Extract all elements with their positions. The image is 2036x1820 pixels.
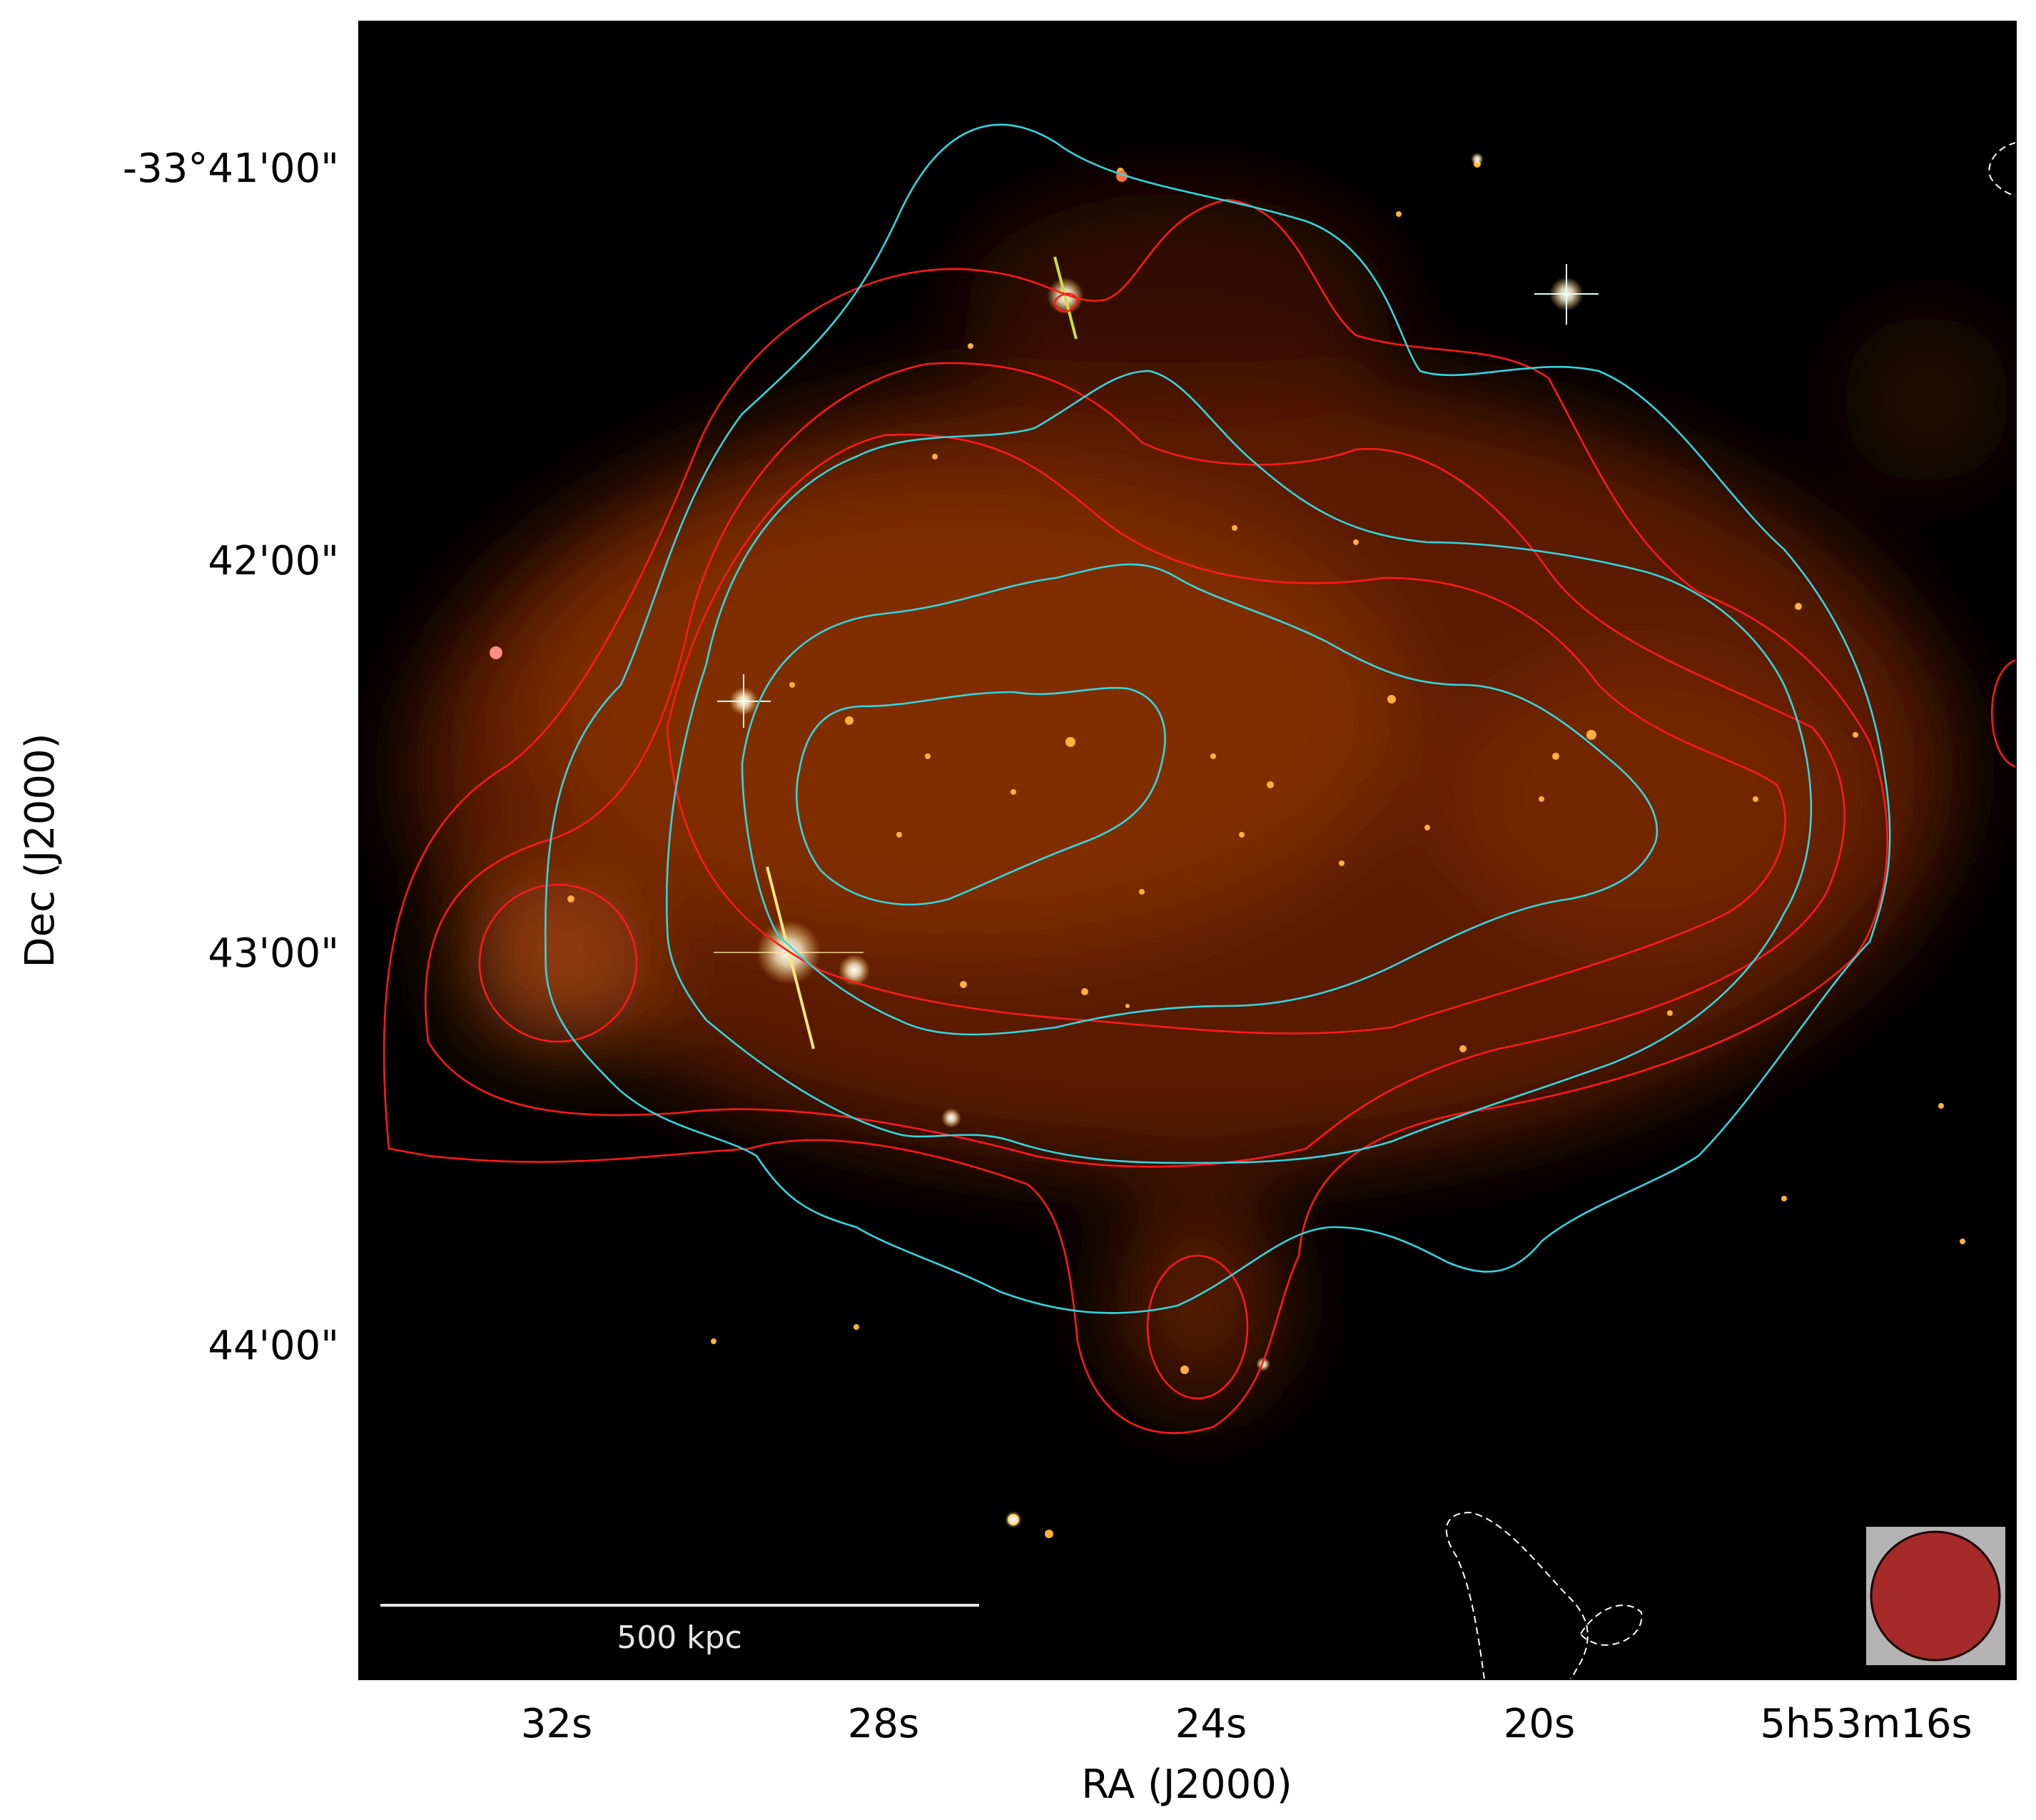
dec-axis-label: Dec (J2000) [17, 733, 64, 968]
galaxies [567, 161, 1965, 1538]
plot-frame [358, 21, 2017, 1680]
dec-tick-label: 44'00" [208, 1323, 339, 1369]
dec-axis: -33°41'00" 42'00" 43'00" 44'00" Dec (J20… [17, 146, 339, 1369]
dec-tick-label: 42'00" [208, 538, 339, 584]
scale-bar-label: 500 kpc [617, 1620, 742, 1656]
radio-contours [544, 123, 1891, 1314]
beam-indicator [1866, 1527, 2005, 1665]
ra-axis-label: RA (J2000) [1081, 1761, 1292, 1808]
ra-tick-label: 28s [848, 1701, 919, 1747]
ra-axis: 32s 28s 24s 20s 5h53m16s RA (J2000) [521, 1701, 1972, 1808]
image-panel [359, 21, 2016, 1679]
scale-bar: 500 kpc [380, 1604, 979, 1656]
dec-tick-label: 43'00" [208, 930, 339, 977]
dec-tick-label: -33°41'00" [123, 146, 339, 192]
negative-contours [1446, 142, 2016, 1679]
ra-tick-label: 20s [1504, 1701, 1575, 1747]
beam-ellipse [1870, 1530, 2001, 1662]
xray-contours [383, 198, 2016, 1434]
bright-stars [490, 153, 1599, 1528]
ra-tick-label: 32s [521, 1701, 592, 1747]
ra-tick-label: 24s [1175, 1701, 1247, 1747]
ra-tick-label: 5h53m16s [1760, 1701, 1972, 1747]
